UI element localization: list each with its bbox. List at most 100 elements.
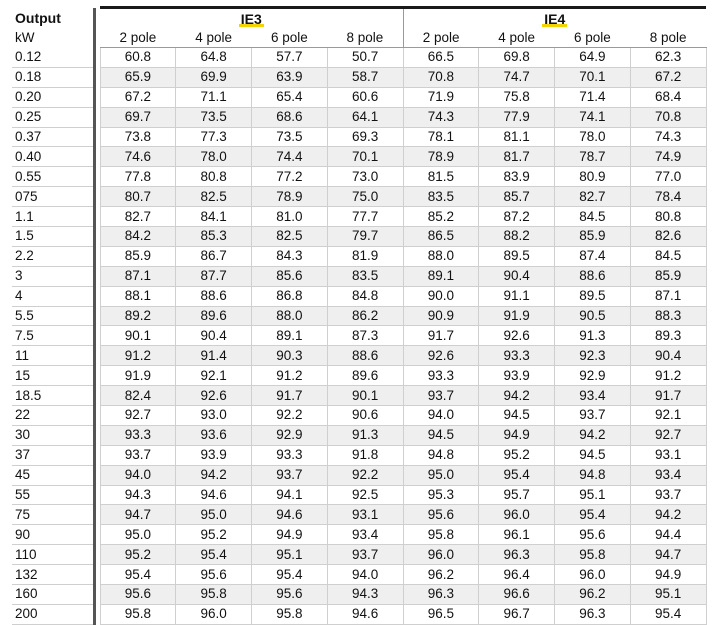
ie3-efficiency-cell: 91.3 xyxy=(326,424,404,446)
ie3-efficiency-cell: 90.1 xyxy=(326,385,404,407)
table-row: 11 91.2 91.4 90.3 88.6 92.6 93.3 92.3 90.4 xyxy=(12,345,707,367)
ie3-efficiency-cell: 81.0 xyxy=(251,206,328,228)
output-kw-cell: 18.5 xyxy=(12,385,96,407)
ie3-efficiency-cell: 93.1 xyxy=(326,504,404,526)
ie3-efficiency-cell: 74.4 xyxy=(251,146,328,168)
column-gap xyxy=(94,365,100,386)
table-row: 37 93.7 93.9 93.3 91.8 94.8 95.2 94.5 93.1 xyxy=(12,444,707,466)
ie3-efficiency-cell: 95.4 xyxy=(251,564,328,586)
table-row: 75 94.7 95.0 94.6 93.1 95.6 96.0 95.4 94.2 xyxy=(12,504,707,526)
ie4-efficiency-cell: 90.5 xyxy=(554,305,631,327)
column-gap xyxy=(94,7,100,29)
ie4-efficiency-cell: 74.3 xyxy=(402,106,480,128)
ie3-efficiency-cell: 64.1 xyxy=(326,106,404,128)
ie3-efficiency-cell: 93.7 xyxy=(99,444,177,466)
ie4-efficiency-cell: 92.6 xyxy=(402,345,480,367)
output-kw-cell: 132 xyxy=(12,564,96,586)
column-gap xyxy=(94,584,100,605)
column-gap xyxy=(94,504,100,525)
ie4-efficiency-cell: 81.7 xyxy=(478,146,556,168)
ie4-efficiency-cell: 74.7 xyxy=(478,66,556,88)
ie3-efficiency-cell: 84.3 xyxy=(251,245,328,267)
ie3-efficiency-cell: 92.2 xyxy=(251,405,328,426)
ie4-efficiency-cell: 95.4 xyxy=(629,603,707,625)
ie4-efficiency-cell: 93.1 xyxy=(629,444,707,466)
ie3-efficiency-cell: 94.7 xyxy=(99,504,177,526)
ie3-efficiency-cell: 87.1 xyxy=(99,265,177,287)
ie3-efficiency-cell: 94.6 xyxy=(251,504,328,526)
ie3-efficiency-cell: 95.1 xyxy=(251,544,328,566)
ie3-efficiency-cell: 89.6 xyxy=(175,305,252,327)
ie4-efficiency-cell: 94.0 xyxy=(402,405,480,426)
table-row: 55 94.3 94.6 94.1 92.5 95.3 95.7 95.1 93.7 xyxy=(12,484,707,506)
ie3-efficiency-cell: 92.6 xyxy=(175,385,252,407)
ie4-6-pole-header: 6 pole xyxy=(554,29,631,48)
ie3-efficiency-cell: 65.9 xyxy=(99,66,177,88)
ie3-efficiency-cell: 87.7 xyxy=(175,265,252,287)
column-gap xyxy=(94,127,100,147)
pole-header-row: kW 2 pole 4 pole 6 pole 8 pole 2 pole 4 … xyxy=(12,29,707,48)
ie3-efficiency-cell: 93.7 xyxy=(251,464,328,486)
ie4-efficiency-cell: 94.7 xyxy=(629,544,707,566)
ie4-efficiency-cell: 92.7 xyxy=(629,424,707,446)
ie3-efficiency-cell: 69.3 xyxy=(326,126,404,148)
ie4-group-header: IE4 xyxy=(402,6,707,29)
table-row: 0.40 74.6 78.0 74.4 70.1 78.9 81.7 78.7 74.9 xyxy=(12,146,707,168)
ie4-efficiency-cell: 94.4 xyxy=(629,524,707,546)
ie3-efficiency-cell: 73.8 xyxy=(99,126,177,148)
output-kw-cell: 55 xyxy=(12,485,96,506)
ie3-efficiency-cell: 94.0 xyxy=(326,564,404,586)
ie4-efficiency-cell: 83.5 xyxy=(402,186,480,208)
ie4-efficiency-cell: 89.5 xyxy=(478,245,556,267)
ie4-efficiency-cell: 92.6 xyxy=(478,325,556,347)
table-row: 132 95.4 95.6 95.4 94.0 96.2 96.4 96.0 94.9 xyxy=(12,564,707,586)
ie4-efficiency-cell: 85.9 xyxy=(554,226,631,247)
output-kw-cell: 11 xyxy=(12,345,96,367)
ie3-efficiency-cell: 95.6 xyxy=(99,584,177,605)
ie4-efficiency-cell: 87.4 xyxy=(554,245,631,267)
ie3-efficiency-cell: 82.5 xyxy=(251,226,328,247)
ie3-efficiency-cell: 95.2 xyxy=(175,524,252,546)
ie4-efficiency-cell: 96.0 xyxy=(478,504,556,526)
table-row: 160 95.6 95.8 95.6 94.3 96.3 96.6 96.2 95.1 xyxy=(12,584,707,605)
column-gap xyxy=(94,246,100,267)
ie3-efficiency-cell: 90.1 xyxy=(99,325,177,347)
output-kw-cell: 45 xyxy=(12,465,96,486)
ie4-efficiency-cell: 74.3 xyxy=(629,126,707,148)
output-kw-cell: 075 xyxy=(12,186,96,208)
ie3-efficiency-cell: 89.6 xyxy=(326,365,404,387)
ie3-efficiency-cell: 79.7 xyxy=(326,226,404,247)
ie3-efficiency-cell: 90.6 xyxy=(326,405,404,426)
ie4-efficiency-cell: 96.6 xyxy=(478,584,556,605)
ie3-efficiency-cell: 95.2 xyxy=(99,544,177,566)
ie4-efficiency-cell: 81.1 xyxy=(478,126,556,148)
ie3-efficiency-cell: 60.8 xyxy=(99,47,177,68)
ie4-efficiency-cell: 92.3 xyxy=(554,345,631,367)
ie4-efficiency-cell: 84.5 xyxy=(554,206,631,228)
column-gap xyxy=(94,485,100,505)
table-row: 30 93.3 93.6 92.9 91.3 94.5 94.9 94.2 92.7 xyxy=(12,424,707,446)
ie4-efficiency-cell: 91.2 xyxy=(629,365,707,387)
ie4-efficiency-cell: 87.1 xyxy=(629,285,707,307)
ie4-efficiency-cell: 91.7 xyxy=(629,385,707,407)
output-kw-cell: 1.5 xyxy=(12,226,96,247)
output-kw-cell: 37 xyxy=(12,445,96,466)
ie4-efficiency-cell: 90.9 xyxy=(402,305,480,327)
table-row: 3 87.1 87.7 85.6 83.5 89.1 90.4 88.6 85.9 xyxy=(12,265,707,287)
output-kw-cell: 3 xyxy=(12,266,96,287)
ie4-efficiency-cell: 94.5 xyxy=(402,424,480,446)
column-gap xyxy=(94,306,100,326)
ie3-efficiency-cell: 78.0 xyxy=(175,146,252,168)
ie3-efficiency-cell: 84.1 xyxy=(175,206,252,228)
ie3-efficiency-cell: 95.0 xyxy=(175,504,252,526)
ie4-efficiency-cell: 91.9 xyxy=(478,305,556,327)
ie3-efficiency-cell: 93.0 xyxy=(175,405,252,426)
ie3-efficiency-cell: 87.3 xyxy=(326,325,404,347)
table-row: 0.55 77.8 80.8 77.2 73.0 81.5 83.9 80.9 77.0 xyxy=(12,166,707,188)
output-kw-cell: 7.5 xyxy=(12,325,96,347)
column-gap xyxy=(94,445,100,466)
ie4-efficiency-cell: 78.7 xyxy=(554,146,631,168)
ie4-efficiency-cell: 95.4 xyxy=(478,464,556,486)
ie4-efficiency-cell: 94.5 xyxy=(554,444,631,466)
ie4-efficiency-cell: 85.7 xyxy=(478,186,556,208)
